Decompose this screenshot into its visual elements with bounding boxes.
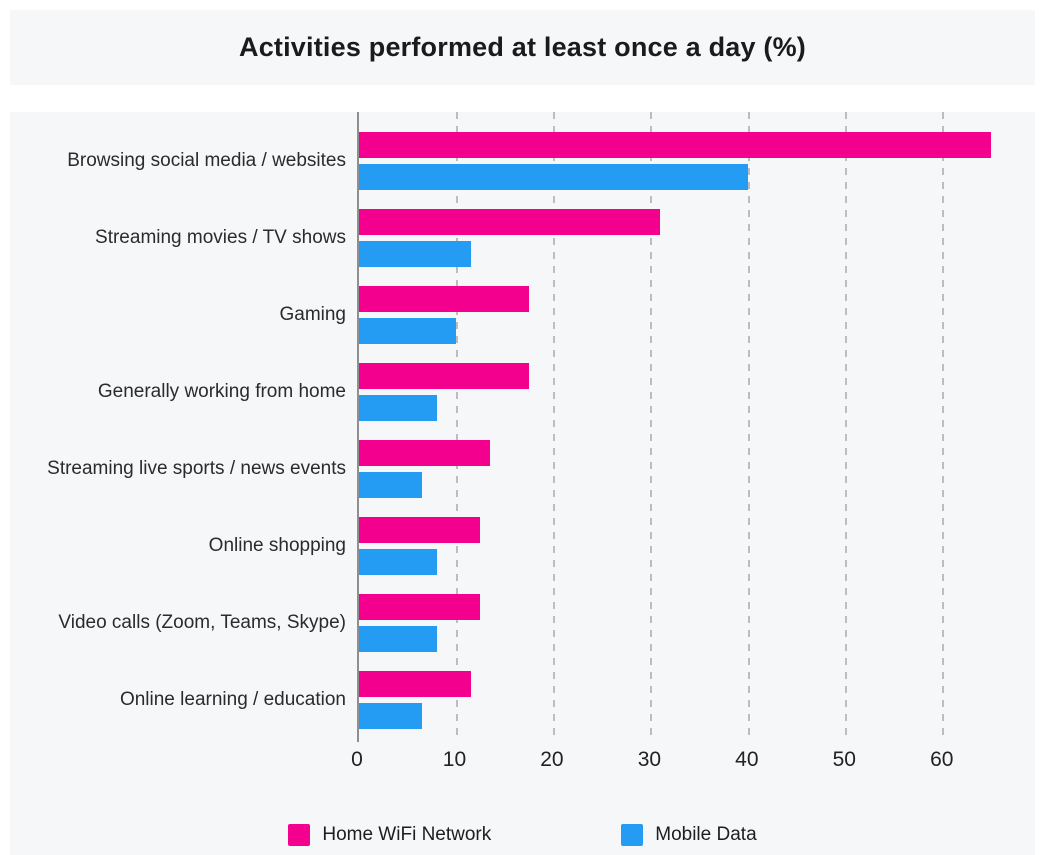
x-tick-50: 50 bbox=[832, 748, 856, 771]
x-tick-40: 40 bbox=[735, 748, 759, 771]
category-row: Gaming bbox=[279, 286, 1010, 344]
category-label: Streaming movies / TV shows bbox=[95, 227, 346, 248]
x-tick-10: 10 bbox=[442, 748, 467, 771]
legend-item-home-wifi: Home WiFi Network bbox=[288, 824, 491, 846]
gridline-60 bbox=[941, 112, 944, 742]
category-label: Online learning / education bbox=[119, 689, 346, 710]
bar-chart-plot-area: Browsing social media / websites Streamin… bbox=[47, 112, 1010, 742]
x-tick-20: 20 bbox=[540, 748, 564, 771]
bar-home-wifi-network bbox=[359, 440, 491, 466]
legend-label-mobile-data: Mobile Data bbox=[655, 824, 757, 845]
home-wifi-swatch bbox=[288, 824, 311, 846]
bar-mobile-data bbox=[359, 626, 437, 652]
x-tick-30: 30 bbox=[637, 748, 662, 771]
x-tick-60: 60 bbox=[930, 748, 954, 771]
category-label: Gaming bbox=[279, 304, 346, 325]
gridline-20 bbox=[553, 112, 556, 742]
bar-mobile-data bbox=[359, 241, 471, 267]
gridline-30 bbox=[650, 112, 653, 742]
bar-home-wifi-network bbox=[359, 671, 471, 697]
category-row: Streaming live sports / news events bbox=[47, 440, 1010, 498]
category-label: Browsing social media / websites bbox=[67, 150, 346, 171]
legend-item-mobile-data: Mobile Data bbox=[621, 824, 757, 846]
category-label: Generally working from home bbox=[97, 381, 346, 402]
x-tick-0: 0 bbox=[351, 748, 363, 771]
bar-mobile-data bbox=[359, 318, 457, 344]
category-label: Streaming live sports / news events bbox=[47, 458, 346, 479]
category-row: Online learning / education bbox=[120, 671, 1010, 729]
bar-home-wifi-network bbox=[359, 132, 991, 158]
legend-label-home-wifi: Home WiFi Network bbox=[322, 824, 492, 845]
x-axis: 0 10 20 30 40 50 60 bbox=[351, 748, 1010, 778]
bar-home-wifi-network bbox=[359, 517, 481, 543]
mobile-data-swatch bbox=[621, 824, 644, 846]
category-row: Generally working from home bbox=[98, 363, 1010, 421]
bar-mobile-data bbox=[359, 472, 423, 498]
chart-title: Activities performed at least once a day… bbox=[239, 32, 806, 62]
bar-home-wifi-network bbox=[359, 209, 661, 235]
bar-home-wifi-network bbox=[359, 594, 481, 620]
bar-mobile-data bbox=[359, 164, 748, 190]
bar-mobile-data bbox=[359, 549, 437, 575]
gridline-50 bbox=[844, 112, 847, 742]
gridline-40 bbox=[747, 112, 750, 742]
chart-title-card: Activities performed at least once a day… bbox=[10, 10, 1035, 85]
category-row: Streaming movies / TV shows bbox=[95, 209, 1010, 267]
category-label: Online shopping bbox=[208, 535, 346, 556]
gridline-10 bbox=[456, 112, 459, 742]
bar-rows: Browsing social media / websites Streamin… bbox=[47, 112, 1010, 729]
category-row: Video calls (Zoom, Teams, Skype) bbox=[58, 594, 1010, 652]
category-label: Video calls (Zoom, Teams, Skype) bbox=[58, 612, 346, 633]
bar-mobile-data bbox=[359, 395, 437, 421]
bar-home-wifi-network bbox=[359, 286, 530, 312]
bar-home-wifi-network bbox=[359, 363, 530, 389]
category-row: Online shopping bbox=[209, 517, 1010, 575]
legend: Home WiFi Network Mobile Data bbox=[10, 824, 1035, 846]
bar-mobile-data bbox=[359, 703, 423, 729]
chart-card: Browsing social media / websites Streamin… bbox=[10, 112, 1035, 855]
category-row: Browsing social media / websites bbox=[67, 132, 1010, 190]
